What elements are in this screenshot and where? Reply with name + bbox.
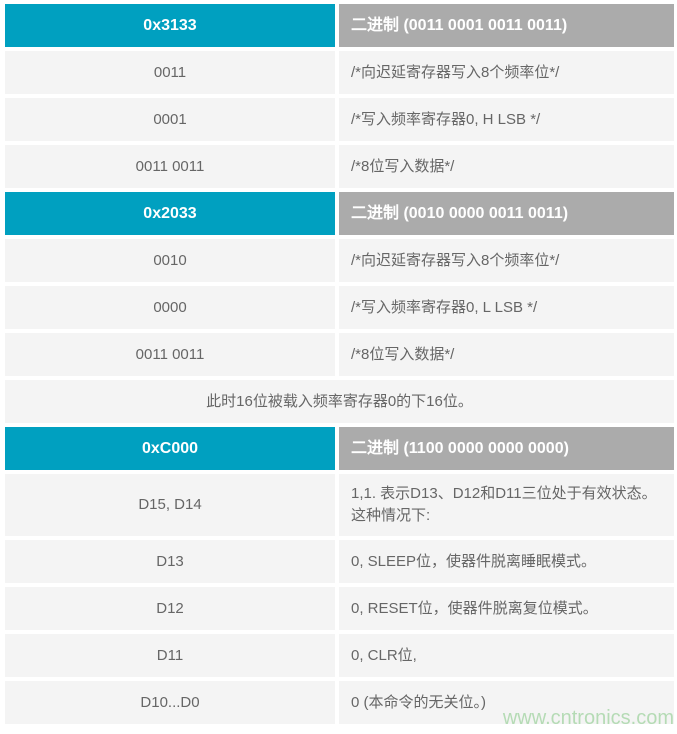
table-row: 0001 /*写入频率寄存器0, H LSB */ — [5, 98, 674, 141]
table-row: D11 0, CLR位, — [5, 634, 674, 677]
bit-field-name: D12 — [5, 587, 335, 630]
bits-value: 0011 0011 — [5, 333, 335, 376]
bit-field-name: D15, D14 — [5, 474, 335, 536]
bit-field-description: 1,1. 表示D13、D12和D11三位处于有效状态。这种情况下: — [339, 474, 674, 536]
note-row: 此时16位被载入频率寄存器0的下16位。 — [5, 380, 674, 423]
bit-field-description: 0, SLEEP位，使器件脱离睡眠模式。 — [339, 540, 674, 583]
table-row: D10...D0 0 (本命令的无关位。) — [5, 681, 674, 724]
bits-value: 0011 0011 — [5, 145, 335, 188]
header-hex-value: 0xC000 — [5, 427, 335, 470]
register-command-table: 0x3133 二进制 (0011 0001 0011 0011) 0011 /*… — [5, 4, 674, 728]
bit-field-name: D11 — [5, 634, 335, 677]
bits-value: 0010 — [5, 239, 335, 282]
table-row: D12 0, RESET位，使器件脱离复位模式。 — [5, 587, 674, 630]
bit-field-description: 0 (本命令的无关位。) — [339, 681, 674, 724]
table-row: 0011 0011 /*8位写入数据*/ — [5, 333, 674, 376]
table-row: D15, D14 1,1. 表示D13、D12和D11三位处于有效状态。这种情况… — [5, 474, 674, 536]
table-row: 0010 /*向迟延寄存器写入8个频率位*/ — [5, 239, 674, 282]
table-row: 0011 /*向迟延寄存器写入8个频率位*/ — [5, 51, 674, 94]
bits-comment: /*8位写入数据*/ — [339, 333, 674, 376]
table-row: D13 0, SLEEP位，使器件脱离睡眠模式。 — [5, 540, 674, 583]
header-binary-value: 二进制 (1100 0000 0000 0000) — [339, 427, 674, 470]
bits-comment: /*写入频率寄存器0, H LSB */ — [339, 98, 674, 141]
bits-comment: /*向迟延寄存器写入8个频率位*/ — [339, 51, 674, 94]
bits-value: 0001 — [5, 98, 335, 141]
bits-comment: /*8位写入数据*/ — [339, 145, 674, 188]
bit-field-name: D10...D0 — [5, 681, 335, 724]
bits-value: 0000 — [5, 286, 335, 329]
section-header-0xC000: 0xC000 二进制 (1100 0000 0000 0000) — [5, 427, 674, 470]
table-row: 0000 /*写入频率寄存器0, L LSB */ — [5, 286, 674, 329]
bits-comment: /*向迟延寄存器写入8个频率位*/ — [339, 239, 674, 282]
bit-field-description: 0, RESET位，使器件脱离复位模式。 — [339, 587, 674, 630]
header-hex-value: 0x2033 — [5, 192, 335, 235]
header-hex-value: 0x3133 — [5, 4, 335, 47]
table-row: 0011 0011 /*8位写入数据*/ — [5, 145, 674, 188]
section-header-0x3133: 0x3133 二进制 (0011 0001 0011 0011) — [5, 4, 674, 47]
section-header-0x2033: 0x2033 二进制 (0010 0000 0011 0011) — [5, 192, 674, 235]
bits-value: 0011 — [5, 51, 335, 94]
bit-field-description: 0, CLR位, — [339, 634, 674, 677]
bit-field-name: D13 — [5, 540, 335, 583]
header-binary-value: 二进制 (0011 0001 0011 0011) — [339, 4, 674, 47]
bits-comment: /*写入频率寄存器0, L LSB */ — [339, 286, 674, 329]
header-binary-value: 二进制 (0010 0000 0011 0011) — [339, 192, 674, 235]
